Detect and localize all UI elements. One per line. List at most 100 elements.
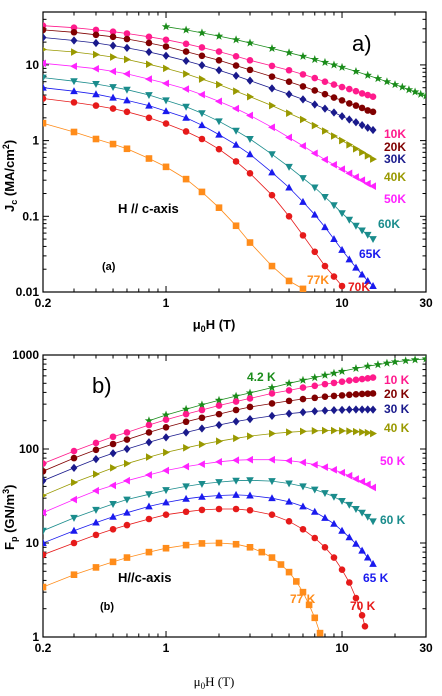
data-point <box>346 579 353 586</box>
data-point <box>330 94 338 101</box>
series-77K <box>43 119 307 292</box>
x-tick-label: 1 <box>163 296 170 310</box>
data-point <box>145 92 153 99</box>
data-point <box>123 521 131 529</box>
data-point <box>369 125 377 135</box>
temperature-label: 4.2 K <box>247 370 276 384</box>
data-point <box>364 107 372 114</box>
data-point <box>233 434 241 443</box>
data-point <box>109 525 117 533</box>
data-point <box>161 410 171 419</box>
data-point <box>299 384 307 391</box>
series-line <box>43 29 374 113</box>
data-point <box>198 188 206 196</box>
data-point <box>198 506 206 514</box>
data-point <box>70 526 78 534</box>
data-point <box>214 31 224 40</box>
data-point <box>162 466 169 475</box>
data-point <box>246 239 254 246</box>
data-point <box>123 70 130 78</box>
data-point <box>277 561 285 568</box>
data-point <box>352 102 360 109</box>
data-point <box>197 460 205 468</box>
data-point <box>329 60 339 69</box>
series-60K <box>43 74 377 244</box>
panel-a: 0.2 1 10 30 0.01 0.1 1 10 a) H // c-axis (a) 10… <box>1 11 433 334</box>
data-point <box>145 491 153 499</box>
data-point <box>346 100 353 107</box>
data-point <box>352 405 360 414</box>
temperature-label: 10K <box>384 127 406 141</box>
data-point <box>92 26 100 34</box>
data-point <box>145 429 153 436</box>
data-point <box>182 103 190 111</box>
data-point <box>321 194 329 201</box>
data-point <box>162 487 170 495</box>
data-point <box>310 507 319 515</box>
data-point <box>299 142 306 150</box>
data-point <box>92 135 100 143</box>
data-point <box>311 534 319 542</box>
data-point <box>369 483 376 492</box>
data-point <box>145 438 153 447</box>
data-point <box>162 79 169 88</box>
temperature-label: 30 K <box>384 402 410 416</box>
data-point <box>70 514 78 522</box>
data-point <box>346 427 354 435</box>
data-point <box>359 428 367 436</box>
data-point <box>43 460 47 467</box>
data-point <box>268 262 276 270</box>
x-tick-label: 0.2 <box>35 296 52 310</box>
data-point <box>162 43 170 50</box>
series-line <box>148 358 426 422</box>
panel-a-x-axis-label: μ0H (T) <box>193 317 236 334</box>
data-point <box>286 428 294 436</box>
data-point <box>43 527 47 535</box>
data-point <box>311 427 319 435</box>
data-point <box>70 539 78 547</box>
data-point <box>352 594 360 602</box>
data-point <box>285 518 293 525</box>
data-point <box>109 93 117 101</box>
data-point <box>311 87 319 94</box>
data-point <box>109 140 117 148</box>
data-point <box>329 368 339 377</box>
data-point <box>370 429 377 438</box>
data-point <box>123 444 131 454</box>
data-point <box>43 551 47 559</box>
data-point <box>299 95 307 104</box>
data-point <box>215 505 223 513</box>
data-point <box>330 379 338 387</box>
data-point <box>258 548 266 556</box>
data-point <box>363 553 372 561</box>
data-point <box>352 87 360 95</box>
data-point <box>92 486 99 495</box>
series-4.2K <box>144 355 426 425</box>
panel-b-annotation: H//c-axis <box>118 570 171 585</box>
data-point <box>182 418 190 426</box>
data-point <box>109 481 117 490</box>
data-point <box>358 270 366 278</box>
data-point <box>363 179 371 188</box>
data-point <box>321 78 329 86</box>
data-point <box>70 28 78 36</box>
data-point <box>268 511 276 519</box>
y-tick-label: 1 <box>32 134 39 148</box>
data-point <box>330 519 338 527</box>
data-point <box>410 87 420 96</box>
data-point <box>145 421 153 429</box>
data-point <box>92 64 99 73</box>
data-point <box>286 109 294 118</box>
data-point <box>246 111 253 120</box>
panel-b-temperature-labels: 4.2 K 10 K20 K30 K 40 K 50 K 60 K 65 K 70 K 77 … <box>247 370 410 613</box>
temperature-label: 65 K <box>363 571 389 585</box>
data-point <box>181 404 191 413</box>
panel-b-letter: b) <box>92 373 112 398</box>
data-point <box>268 84 276 93</box>
data-point <box>93 50 100 59</box>
data-point <box>245 388 255 397</box>
data-point <box>215 539 223 547</box>
data-point <box>232 456 240 464</box>
